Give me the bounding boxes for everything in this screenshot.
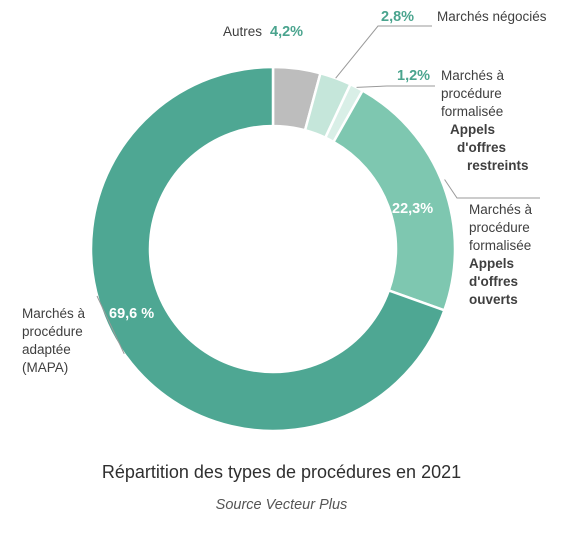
slice-label-3-line-2: formalisée bbox=[469, 238, 531, 253]
chart-source: Source Vecteur Plus bbox=[215, 497, 348, 513]
slice-label-3-bold-0: Appels bbox=[469, 256, 514, 271]
chart-title: Répartition des types de procédures en 2… bbox=[101, 462, 462, 482]
donut-chart: Autres 4,2% 2,8% Marchés négociés 1,2% Marché… bbox=[22, 9, 547, 433]
slice-label-2-bold-2: restreints bbox=[467, 158, 529, 173]
slice-value-0: 4,2% bbox=[270, 24, 303, 40]
slice-label-2-line-1: procédure bbox=[441, 86, 502, 101]
slice-value-2: 1,2% bbox=[397, 68, 430, 84]
slice-label-0: Autres bbox=[223, 24, 262, 39]
slice-label-4-line-2: adaptée bbox=[22, 342, 71, 357]
slice-label-3-line-1: procédure bbox=[469, 220, 530, 235]
leader-line-2 bbox=[356, 85, 435, 88]
leader-line-1 bbox=[335, 25, 432, 79]
slice-label-3-bold-1: d'offres bbox=[469, 274, 518, 289]
leader-line-4 bbox=[96, 295, 125, 355]
donut-slice-4 bbox=[89, 65, 446, 433]
slice-label-3-line-0: Marchés à bbox=[469, 202, 533, 217]
slice-label-1: Marchés négociés bbox=[437, 9, 547, 24]
slice-label-4-line-3: (MAPA) bbox=[22, 360, 68, 375]
slice-value-1: 2,8% bbox=[381, 9, 414, 25]
slice-label-2-line-0: Marchés à bbox=[441, 68, 505, 83]
slice-label-2-bold-1: d'offres bbox=[457, 140, 506, 155]
slice-label-2-line-2: formalisée bbox=[441, 104, 503, 119]
slice-label-4-line-0: Marchés à bbox=[22, 306, 86, 321]
slice-value-3: 22,3% bbox=[392, 201, 433, 217]
leader-line-3 bbox=[444, 179, 540, 199]
slice-value-4: 69,6 % bbox=[109, 306, 154, 322]
slice-label-3-bold-2: ouverts bbox=[469, 292, 518, 307]
slice-label-2-bold-0: Appels bbox=[450, 122, 495, 137]
slice-label-4-line-1: procédure bbox=[22, 324, 83, 339]
